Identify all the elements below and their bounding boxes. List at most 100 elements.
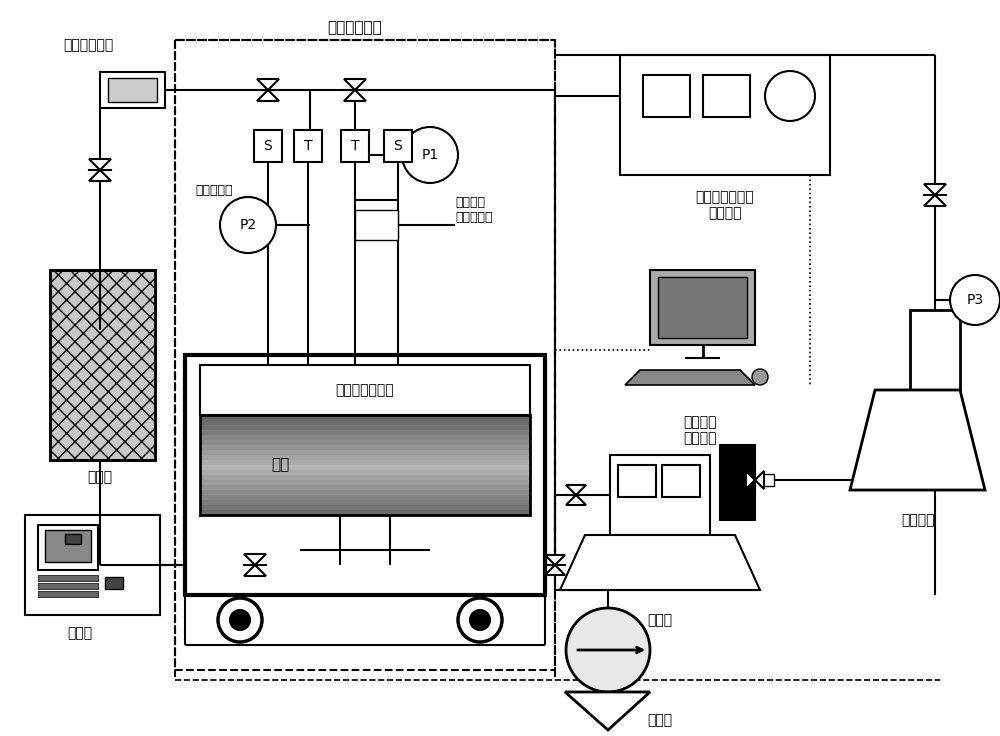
- Bar: [50, 270, 155, 460]
- Bar: [108, 78, 157, 102]
- Polygon shape: [257, 90, 279, 101]
- Text: S: S: [264, 139, 272, 153]
- Circle shape: [458, 598, 502, 642]
- Bar: [50, 270, 155, 460]
- Bar: [254, 130, 282, 162]
- Polygon shape: [566, 495, 586, 505]
- Bar: [294, 130, 322, 162]
- Text: T: T: [304, 139, 312, 153]
- Polygon shape: [244, 565, 266, 576]
- Bar: [200, 465, 530, 470]
- Bar: [175, 40, 555, 670]
- Polygon shape: [625, 370, 755, 385]
- Bar: [25, 515, 160, 615]
- Bar: [200, 485, 530, 490]
- Text: 高压气瓶: 高压气瓶: [901, 513, 935, 527]
- Text: 注气泵: 注气泵: [647, 613, 673, 627]
- Text: 高压低温反应釜: 高压低温反应釜: [336, 383, 394, 397]
- Circle shape: [752, 369, 768, 385]
- Bar: [200, 445, 530, 450]
- Text: P1: P1: [421, 148, 439, 162]
- Circle shape: [566, 608, 650, 692]
- Polygon shape: [344, 79, 366, 90]
- Bar: [38, 575, 98, 581]
- Bar: [643, 75, 690, 117]
- Bar: [200, 475, 530, 480]
- Text: P3: P3: [966, 293, 984, 307]
- Text: 活塞: 活塞: [271, 458, 289, 473]
- Text: 压力传感器: 压力传感器: [195, 183, 232, 197]
- Bar: [200, 455, 530, 460]
- Polygon shape: [850, 390, 985, 490]
- Text: S: S: [394, 139, 402, 153]
- Text: 数据采集
处理中心: 数据采集 处理中心: [683, 415, 717, 445]
- Bar: [45, 530, 91, 562]
- Bar: [200, 415, 530, 515]
- Bar: [200, 490, 530, 495]
- Bar: [38, 591, 98, 597]
- Bar: [200, 480, 530, 485]
- Circle shape: [765, 71, 815, 121]
- Text: T: T: [351, 139, 359, 153]
- Polygon shape: [89, 159, 111, 170]
- Bar: [355, 210, 398, 240]
- Bar: [762, 474, 774, 486]
- Bar: [610, 455, 710, 535]
- Bar: [200, 425, 530, 430]
- Bar: [200, 365, 530, 415]
- Bar: [200, 505, 530, 510]
- Bar: [910, 310, 960, 390]
- Polygon shape: [746, 471, 755, 489]
- Polygon shape: [560, 535, 760, 590]
- Circle shape: [220, 197, 276, 253]
- Bar: [200, 415, 530, 420]
- Circle shape: [470, 610, 490, 630]
- Bar: [723, 448, 752, 473]
- Circle shape: [218, 598, 262, 642]
- Bar: [200, 495, 530, 500]
- Bar: [341, 130, 369, 162]
- Text: 温度控制系统: 温度控制系统: [328, 21, 382, 35]
- Polygon shape: [565, 692, 650, 730]
- Bar: [200, 500, 530, 505]
- Bar: [200, 420, 530, 425]
- Bar: [185, 355, 545, 595]
- Polygon shape: [244, 554, 266, 565]
- Circle shape: [950, 275, 1000, 325]
- Polygon shape: [545, 555, 565, 565]
- Bar: [620, 55, 830, 175]
- Bar: [384, 130, 412, 162]
- Bar: [200, 440, 530, 445]
- Bar: [618, 465, 656, 497]
- Bar: [200, 450, 530, 455]
- Polygon shape: [924, 184, 946, 195]
- Bar: [720, 445, 755, 520]
- Polygon shape: [755, 471, 764, 489]
- Circle shape: [230, 610, 250, 630]
- Bar: [200, 510, 530, 515]
- Polygon shape: [257, 79, 279, 90]
- Text: 热敏电阻
及温度探头: 热敏电阻 及温度探头: [455, 196, 492, 224]
- Polygon shape: [650, 270, 755, 345]
- Text: P2: P2: [239, 218, 257, 232]
- Text: 气、液流量计: 气、液流量计: [63, 38, 113, 52]
- Bar: [38, 525, 98, 570]
- Polygon shape: [566, 485, 586, 495]
- Text: 直流电源及电路
控制系统: 直流电源及电路 控制系统: [696, 190, 754, 220]
- Text: 恒压泵: 恒压泵: [67, 626, 93, 640]
- Text: 真空泵: 真空泵: [647, 713, 673, 727]
- Bar: [662, 465, 700, 497]
- Bar: [200, 470, 530, 475]
- Bar: [105, 577, 123, 589]
- Bar: [200, 430, 530, 435]
- Bar: [703, 75, 750, 117]
- Polygon shape: [344, 90, 366, 101]
- Polygon shape: [658, 277, 747, 338]
- Bar: [200, 460, 530, 465]
- Polygon shape: [924, 195, 946, 206]
- Bar: [200, 435, 530, 440]
- Polygon shape: [89, 170, 111, 181]
- Circle shape: [402, 127, 458, 183]
- Bar: [100, 72, 165, 108]
- Bar: [38, 583, 98, 589]
